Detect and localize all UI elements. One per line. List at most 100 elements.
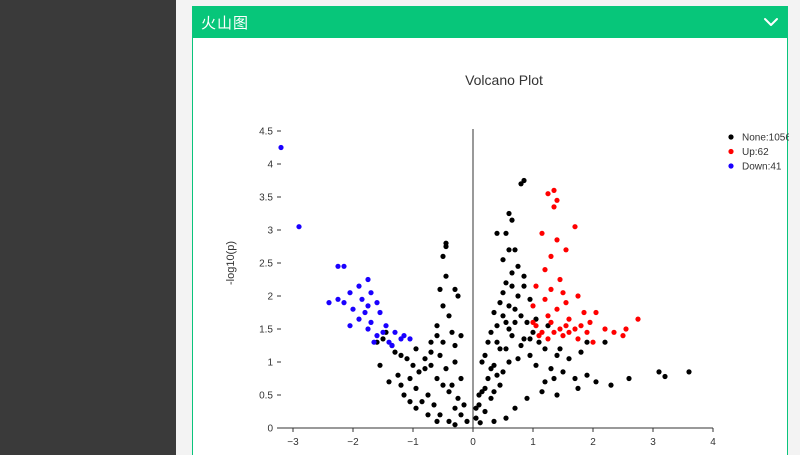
point-none: [500, 313, 506, 319]
point-none: [428, 339, 434, 345]
point-down: [368, 290, 374, 296]
point-none: [476, 402, 482, 408]
point-up: [584, 329, 590, 335]
point-none: [434, 333, 440, 339]
point-none: [440, 339, 446, 345]
point-up: [539, 230, 545, 236]
point-none: [509, 270, 515, 276]
point-none: [477, 420, 483, 426]
point-none: [401, 392, 407, 398]
point-up: [548, 319, 554, 325]
point-none: [452, 422, 458, 428]
point-down: [401, 333, 407, 339]
x-tick-label: 3: [650, 437, 656, 448]
point-none: [524, 319, 530, 325]
point-none: [626, 375, 632, 382]
chart-title: Volcano Plot: [465, 72, 543, 88]
point-down: [359, 296, 365, 302]
point-up: [536, 333, 542, 339]
point-none: [512, 319, 518, 325]
point-none: [503, 230, 509, 236]
point-none: [479, 359, 485, 365]
panel-header[interactable]: 火山图: [193, 6, 787, 38]
point-none: [512, 247, 518, 253]
point-none: [494, 372, 500, 378]
point-none: [443, 273, 449, 279]
point-none: [503, 415, 509, 421]
axes-group: −3 −2 −1 0 1 2 3 4 0 0.5 1 1.5 2 2.5 3 3.5 4 4.5: [259, 127, 716, 449]
point-none: [515, 263, 521, 269]
point-none: [584, 372, 590, 378]
point-none: [509, 283, 515, 289]
point-down: [374, 333, 380, 339]
point-none: [458, 375, 464, 382]
x-tick-label: 0: [470, 437, 476, 448]
point-up: [530, 303, 536, 309]
legend: None:1056 Up:62 Down:41: [728, 133, 791, 173]
point-none: [407, 399, 413, 405]
point-none: [434, 418, 440, 424]
point-none: [482, 408, 488, 415]
point-up: [611, 329, 617, 335]
point-up: [557, 326, 563, 332]
point-none: [380, 336, 386, 342]
point-none: [476, 392, 482, 398]
point-none: [554, 352, 560, 358]
y-tick-label: 3.5: [259, 193, 273, 204]
x-tick-label: −3: [287, 437, 299, 448]
point-none: [530, 329, 536, 335]
point-none: [506, 247, 512, 253]
point-up: [542, 296, 548, 302]
y-tick-label: 0.5: [259, 391, 273, 402]
point-none: [452, 405, 458, 411]
point-none: [578, 349, 584, 355]
point-none: [437, 412, 443, 418]
point-up: [533, 323, 539, 329]
legend-label-down: Down:41: [742, 162, 782, 173]
chevron-down-icon[interactable]: [763, 14, 779, 30]
legend-label-none: None:1056: [742, 133, 789, 144]
point-down: [278, 144, 284, 151]
point-none: [377, 362, 383, 368]
x-tick-label: −1: [407, 437, 419, 448]
point-down: [326, 300, 332, 306]
point-none: [503, 280, 509, 286]
point-down: [365, 276, 371, 283]
point-none: [485, 375, 491, 382]
point-none: [542, 379, 548, 385]
x-tick-label: 4: [710, 437, 716, 448]
point-none: [494, 339, 500, 345]
point-down: [347, 290, 353, 296]
point-none: [428, 362, 434, 368]
point-none: [425, 392, 431, 398]
point-none: [524, 395, 530, 401]
point-none: [527, 352, 533, 358]
point-up: [548, 253, 554, 259]
y-tick-label: 1.5: [259, 325, 273, 336]
point-none: [416, 369, 422, 375]
point-none: [449, 382, 455, 388]
point-up: [581, 309, 587, 316]
point-none: [503, 346, 509, 352]
point-up: [593, 309, 599, 316]
point-none: [398, 352, 404, 358]
point-none: [497, 382, 503, 388]
point-down: [365, 303, 371, 309]
point-none: [413, 346, 419, 352]
point-up: [578, 323, 584, 329]
point-none: [686, 369, 692, 375]
point-none: [437, 286, 443, 292]
point-none: [458, 333, 464, 339]
point-none: [518, 313, 524, 319]
point-none: [440, 382, 446, 388]
point-none: [551, 375, 557, 382]
points-group: [278, 144, 692, 428]
point-none: [392, 349, 398, 355]
point-none: [413, 385, 419, 391]
point-none: [455, 293, 461, 299]
point-none: [554, 392, 560, 398]
y-tick-label: 2: [267, 292, 273, 303]
point-none: [497, 300, 503, 306]
point-down: [371, 339, 377, 345]
y-tick-label: 3: [267, 226, 273, 237]
